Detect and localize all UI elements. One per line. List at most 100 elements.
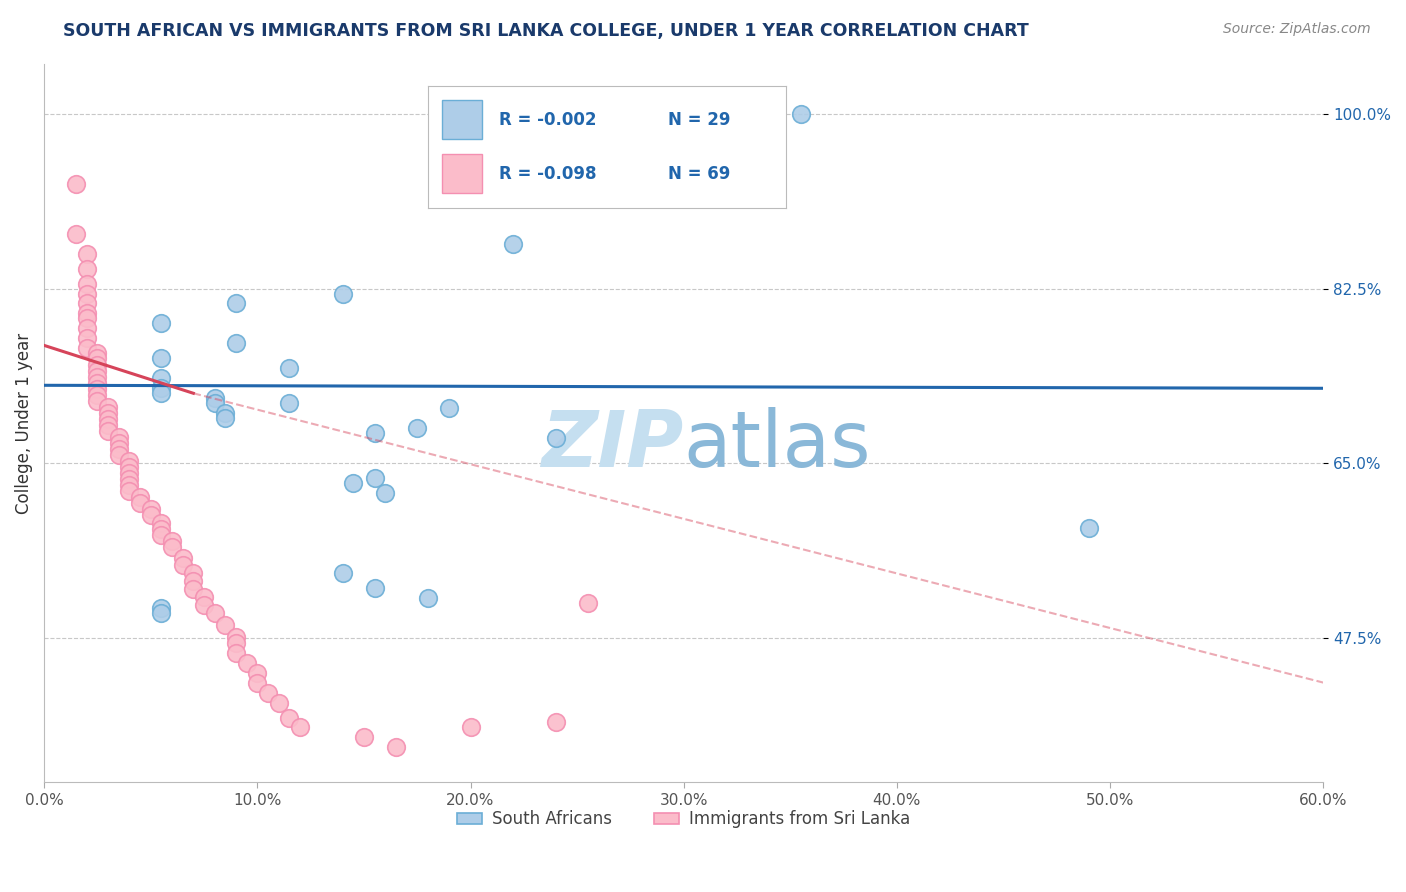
Point xyxy=(86,394,108,409)
Point xyxy=(76,331,98,345)
Point xyxy=(374,486,396,500)
Point xyxy=(97,406,120,420)
Point xyxy=(129,490,152,504)
Point xyxy=(76,277,98,291)
Point xyxy=(86,351,108,366)
Point xyxy=(150,386,173,401)
Point xyxy=(214,617,236,632)
Point xyxy=(97,418,120,433)
Point xyxy=(118,460,141,475)
Point xyxy=(204,391,226,405)
Legend: South Africans, Immigrants from Sri Lanka: South Africans, Immigrants from Sri Lank… xyxy=(450,804,917,835)
Point xyxy=(65,227,87,241)
Point xyxy=(183,566,205,580)
Point xyxy=(416,591,439,605)
Point xyxy=(342,476,364,491)
Point xyxy=(214,411,236,425)
Point xyxy=(76,306,98,320)
Point xyxy=(86,364,108,378)
Point xyxy=(97,424,120,438)
Point xyxy=(150,606,173,620)
Y-axis label: College, Under 1 year: College, Under 1 year xyxy=(15,333,32,514)
Point xyxy=(214,406,236,420)
Point xyxy=(183,582,205,596)
Point xyxy=(129,496,152,510)
Point xyxy=(183,574,205,588)
Point xyxy=(118,483,141,498)
Point xyxy=(278,396,301,410)
Point xyxy=(65,177,87,191)
Point xyxy=(107,436,129,450)
Point xyxy=(172,558,194,572)
Point xyxy=(332,566,354,580)
Point xyxy=(790,107,813,121)
Point xyxy=(76,342,98,356)
Point xyxy=(150,381,173,395)
Point xyxy=(150,522,173,536)
Point xyxy=(502,236,524,251)
Point xyxy=(204,606,226,620)
Point xyxy=(288,721,311,735)
Point xyxy=(332,286,354,301)
Point xyxy=(246,675,269,690)
Point xyxy=(118,466,141,480)
Point xyxy=(267,696,290,710)
Point xyxy=(246,665,269,680)
Point xyxy=(118,478,141,492)
Point xyxy=(160,533,183,548)
Point xyxy=(225,646,247,660)
Point xyxy=(76,246,98,260)
Point xyxy=(172,550,194,565)
Point xyxy=(278,361,301,376)
Point xyxy=(235,656,257,670)
Point xyxy=(225,630,247,644)
Point xyxy=(225,296,247,310)
Point xyxy=(86,382,108,396)
Point xyxy=(76,296,98,310)
Point xyxy=(150,516,173,530)
Point xyxy=(460,721,482,735)
Text: Source: ZipAtlas.com: Source: ZipAtlas.com xyxy=(1223,22,1371,37)
Point xyxy=(150,600,173,615)
Point xyxy=(363,581,385,595)
Point xyxy=(576,596,599,610)
Point xyxy=(97,401,120,415)
Point xyxy=(193,598,215,612)
Point xyxy=(150,351,173,366)
Text: atlas: atlas xyxy=(683,407,872,483)
Point xyxy=(353,731,375,745)
Text: ZIP: ZIP xyxy=(541,407,683,483)
Point xyxy=(544,715,567,730)
Point xyxy=(204,396,226,410)
Point xyxy=(150,528,173,542)
Point xyxy=(118,454,141,468)
Point xyxy=(118,472,141,486)
Point xyxy=(225,635,247,649)
Point xyxy=(385,740,408,755)
Point xyxy=(437,401,460,416)
Point xyxy=(139,502,162,516)
Point xyxy=(76,261,98,276)
Point xyxy=(193,590,215,604)
Point xyxy=(86,388,108,402)
Point xyxy=(107,430,129,444)
Point xyxy=(278,710,301,724)
Point xyxy=(150,317,173,331)
Point xyxy=(86,346,108,360)
Point xyxy=(363,471,385,485)
Point xyxy=(86,370,108,384)
Point xyxy=(97,412,120,426)
Point xyxy=(160,540,183,554)
Point xyxy=(1077,521,1099,535)
Point xyxy=(139,508,162,522)
Point xyxy=(225,336,247,351)
Text: SOUTH AFRICAN VS IMMIGRANTS FROM SRI LANKA COLLEGE, UNDER 1 YEAR CORRELATION CHA: SOUTH AFRICAN VS IMMIGRANTS FROM SRI LAN… xyxy=(63,22,1029,40)
Point xyxy=(257,685,280,699)
Point xyxy=(107,448,129,462)
Point xyxy=(150,371,173,385)
Point xyxy=(76,321,98,335)
Point xyxy=(76,311,98,326)
Point xyxy=(544,431,567,445)
Point xyxy=(363,426,385,441)
Point xyxy=(406,421,429,435)
